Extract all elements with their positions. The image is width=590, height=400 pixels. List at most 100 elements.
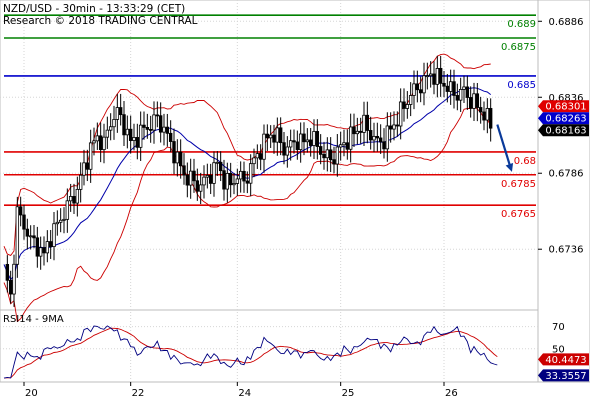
candle-body xyxy=(275,127,280,143)
candle-body xyxy=(55,221,60,225)
candle-body xyxy=(62,218,66,221)
candle-body xyxy=(385,125,390,150)
candle-body xyxy=(128,128,133,141)
candle-body xyxy=(278,127,283,144)
rsi-panel xyxy=(0,309,539,383)
candle-body xyxy=(245,180,250,184)
candle-body xyxy=(295,141,300,150)
candle-body xyxy=(238,170,243,180)
candle-body xyxy=(68,196,73,202)
candle-body xyxy=(322,153,326,159)
rsi-title: RSI14 - 9MA xyxy=(3,314,64,325)
rsi-tag-label: 40.4473 xyxy=(545,355,586,366)
candle-body xyxy=(445,85,450,92)
candle-body xyxy=(328,149,333,161)
candle-body xyxy=(415,83,420,91)
candle-body xyxy=(338,144,343,148)
candle-body xyxy=(42,247,46,254)
candle-body xyxy=(352,126,356,135)
candle-body xyxy=(232,183,236,186)
candle-body xyxy=(262,133,266,160)
candle-body xyxy=(268,134,273,139)
price-axis xyxy=(537,0,590,383)
candle-body xyxy=(215,161,220,164)
candle-body xyxy=(375,135,380,139)
price-tick-label: 0.6886 xyxy=(549,17,584,28)
candle-body xyxy=(178,151,183,167)
support-resistance-levels: 0.689 0.6875 0.685 0.68 0.6785 0.6765 xyxy=(4,14,536,220)
candle-body xyxy=(155,114,160,117)
chart-title: NZD/USD - 30min - 13:33:29 (CET) xyxy=(3,3,185,15)
candle-body xyxy=(252,157,256,165)
rsi-tag-rsi_ma: 40.4473 xyxy=(538,353,589,366)
candle-body xyxy=(72,196,76,204)
time-tick-label: 25 xyxy=(342,388,355,399)
candle-body xyxy=(258,153,263,160)
candle-body xyxy=(108,126,113,131)
forecast-arrow-head xyxy=(505,162,514,172)
candle-body xyxy=(8,279,13,295)
time-tick-label: 26 xyxy=(445,388,458,399)
candle-body xyxy=(362,114,366,133)
rsi-tag-box xyxy=(538,369,589,382)
candle-body xyxy=(272,134,276,143)
candle-body xyxy=(28,235,33,238)
candle-body xyxy=(425,75,430,78)
candle-body xyxy=(288,140,293,148)
candle-body xyxy=(305,139,310,143)
candle-body xyxy=(448,81,453,92)
candle-body xyxy=(422,75,426,94)
time-tick-label: 20 xyxy=(25,388,38,399)
candle-body xyxy=(132,137,136,141)
candle-body xyxy=(412,83,416,96)
candle-body xyxy=(458,88,463,101)
level-label-pivot: 0.685 xyxy=(507,80,536,91)
price-tag-label: 0.68263 xyxy=(545,114,586,125)
candle-body xyxy=(332,159,336,165)
price-tag-box xyxy=(538,100,589,113)
candle-body xyxy=(205,175,210,178)
candle-body xyxy=(335,146,340,165)
candle-body xyxy=(455,95,460,101)
candle-body xyxy=(405,104,410,109)
candle-body xyxy=(185,174,190,186)
price-tag-current: 0.68163 xyxy=(538,124,589,137)
candle-body xyxy=(292,140,296,143)
candle-body xyxy=(488,108,493,129)
candle-body xyxy=(365,114,370,131)
chart-copyright: Research © 2018 TRADING CENTRAL xyxy=(3,15,198,27)
candle-body xyxy=(145,127,150,130)
rsi-line xyxy=(3,325,498,379)
price-panel xyxy=(0,0,539,311)
candle-body xyxy=(208,175,213,184)
candle-body xyxy=(235,178,240,184)
candle-body xyxy=(342,142,346,146)
rsi-ma-line xyxy=(3,327,498,379)
candle-body xyxy=(428,73,433,77)
candle-body xyxy=(255,153,260,159)
candle-body xyxy=(78,174,83,190)
candle-body xyxy=(115,107,120,120)
candle-body xyxy=(162,126,166,133)
price-tag-box xyxy=(538,124,589,137)
candle-body xyxy=(32,235,36,239)
candle-body xyxy=(172,141,176,164)
candle-body xyxy=(475,93,480,108)
candle-body xyxy=(58,219,63,223)
candle-body xyxy=(82,162,86,176)
candle-body xyxy=(315,131,320,147)
candle-body xyxy=(388,125,393,130)
candle-body xyxy=(198,184,203,192)
level-label-support: 0.68 xyxy=(514,156,536,167)
rsi-tag-label: 33.3557 xyxy=(545,371,586,382)
candle-body xyxy=(48,241,53,248)
grid-lines xyxy=(0,0,538,382)
candle-body xyxy=(485,108,490,121)
y-axis-ticks: 0.6886 0.6836 0.6786 0.6736 70 50 xyxy=(538,17,584,355)
candle-body xyxy=(478,107,483,113)
candle-body xyxy=(442,82,446,87)
candle-body xyxy=(312,131,316,146)
candle-body xyxy=(25,228,30,237)
candle-body xyxy=(462,86,466,90)
